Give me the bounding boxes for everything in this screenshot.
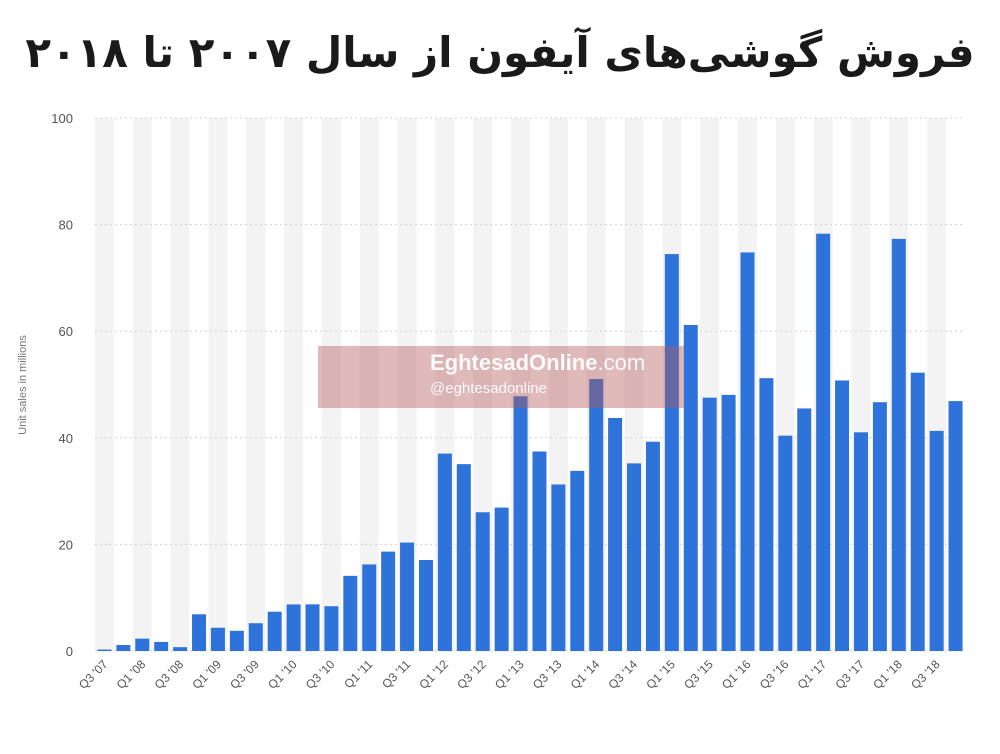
y-axis-ticks: 0 20 40 60 80 100 xyxy=(51,111,73,659)
background-band xyxy=(208,118,228,651)
background-band xyxy=(246,118,266,651)
x-tick-label: Q3 '16 xyxy=(757,657,792,692)
background-band xyxy=(284,118,304,651)
bar xyxy=(437,453,452,651)
x-tick-label: Q3 '15 xyxy=(681,657,716,692)
x-tick-label: Q3 '13 xyxy=(530,657,565,692)
bar xyxy=(494,507,509,651)
y-tick-label: 60 xyxy=(59,324,73,339)
background-band xyxy=(95,118,114,651)
y-tick-label: 0 xyxy=(66,644,73,659)
bar xyxy=(513,396,528,651)
bars xyxy=(97,233,963,652)
bar xyxy=(286,604,301,651)
watermark-handle: @eghtesadonline xyxy=(430,380,547,397)
bar xyxy=(456,464,471,651)
y-tick-label: 40 xyxy=(59,431,73,446)
x-tick-label: Q3 '09 xyxy=(227,657,262,692)
x-tick-label: Q1 '14 xyxy=(568,657,603,692)
bar xyxy=(475,512,490,651)
background-band xyxy=(170,118,190,651)
y-tick-label: 80 xyxy=(59,218,73,233)
bar xyxy=(778,435,793,651)
x-tick-label: Q3 '11 xyxy=(379,657,413,691)
bar xyxy=(192,614,207,651)
bar xyxy=(910,372,925,651)
bar xyxy=(872,402,887,651)
background-band xyxy=(359,118,379,651)
bar xyxy=(627,463,642,651)
x-tick-label: Q1 '13 xyxy=(492,657,527,692)
bar xyxy=(551,484,566,651)
bar xyxy=(135,638,150,651)
bar xyxy=(324,606,339,651)
bar xyxy=(97,649,112,651)
bar xyxy=(343,575,358,651)
x-tick-label: Q3 '17 xyxy=(832,657,867,692)
x-tick-label: Q3 '10 xyxy=(303,657,338,692)
bar xyxy=(645,441,660,651)
x-tick-label: Q1 '08 xyxy=(114,657,149,692)
bar xyxy=(267,611,282,651)
bar xyxy=(532,451,547,651)
x-tick-label: Q1 '12 xyxy=(416,657,451,692)
background-band xyxy=(321,118,341,651)
bar xyxy=(891,238,906,651)
bar xyxy=(589,379,604,651)
background-band xyxy=(397,118,417,651)
bar xyxy=(853,432,868,651)
x-tick-label: Q1 '15 xyxy=(643,657,678,692)
y-tick-label: 100 xyxy=(51,111,73,126)
bar xyxy=(362,564,377,651)
y-tick-label: 20 xyxy=(59,537,73,552)
y-axis-label: Unit sales in millions xyxy=(17,335,29,435)
bar xyxy=(116,645,131,651)
bar xyxy=(948,401,963,651)
bar xyxy=(173,647,188,651)
bar xyxy=(210,627,225,651)
bar xyxy=(381,551,396,651)
bar xyxy=(608,417,623,651)
bar xyxy=(683,324,698,651)
bar xyxy=(816,233,831,651)
x-tick-label: Q1 '16 xyxy=(719,657,754,692)
bar xyxy=(154,641,169,651)
x-tick-label: Q1 '18 xyxy=(870,657,905,692)
bar xyxy=(400,542,415,651)
bar xyxy=(797,408,812,651)
x-tick-label: Q3 '07 xyxy=(76,657,111,692)
background-band xyxy=(132,118,152,651)
bar xyxy=(929,430,944,651)
watermark-brand: EghtesadOnline.com xyxy=(430,350,645,376)
watermark-brand-suffix: .com xyxy=(597,350,646,375)
x-tick-label: Q3 '08 xyxy=(152,657,187,692)
x-tick-label: Q1 '17 xyxy=(795,657,830,692)
watermark-box xyxy=(318,346,684,408)
bar xyxy=(835,380,850,651)
bar xyxy=(305,604,320,651)
bar xyxy=(702,397,717,651)
watermark-brand-bold: EghtesadOnline xyxy=(430,350,598,375)
x-tick-label: Q3 '18 xyxy=(908,657,943,692)
x-tick-label: Q3 '14 xyxy=(606,657,641,692)
bar xyxy=(229,630,244,651)
x-tick-label: Q1 '11 xyxy=(341,657,375,691)
x-tick-label: Q1 '09 xyxy=(189,657,224,692)
chart-title: فروش گوشی‌های آیفون از سال ۲۰۰۷ تا ۲۰۱۸ xyxy=(25,28,975,77)
x-axis-ticks: Q3 '07 Q1 '08 Q3 '08 Q1 '09 Q3 '09 Q1 '10 Q3 '… xyxy=(76,657,943,692)
bar xyxy=(740,252,755,651)
bar xyxy=(248,623,263,651)
bar xyxy=(759,378,774,651)
bar xyxy=(721,394,736,651)
bar xyxy=(664,254,679,652)
x-tick-label: Q1 '10 xyxy=(265,657,300,692)
bar xyxy=(570,470,585,651)
x-tick-label: Q3 '12 xyxy=(454,657,489,692)
bar xyxy=(418,560,433,651)
